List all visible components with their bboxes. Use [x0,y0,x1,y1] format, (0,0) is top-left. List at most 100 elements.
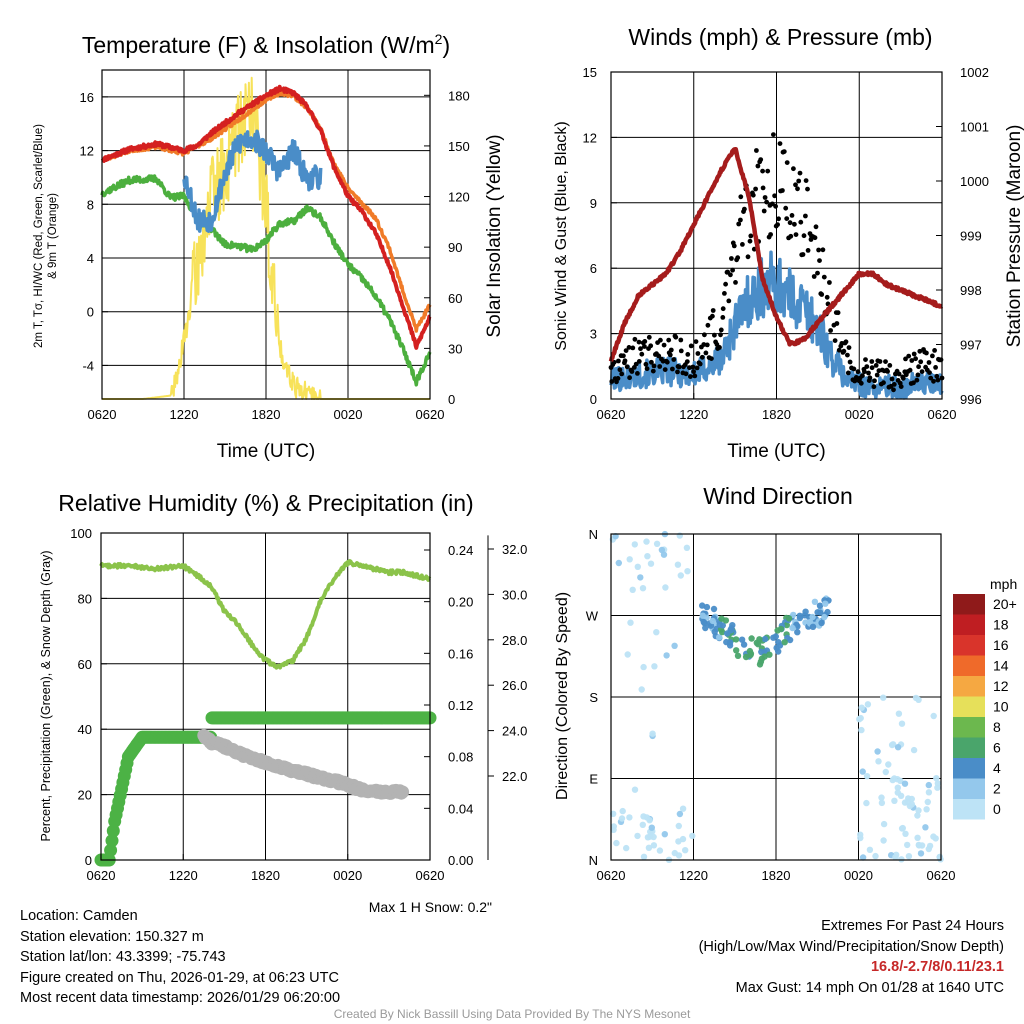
direction-point [775,648,782,655]
gust-point [722,291,727,296]
direction-point [807,618,814,626]
direction-point [880,820,888,828]
direction-point [699,612,706,619]
gust-point [924,350,929,356]
direction-point [857,831,864,838]
direction-point [661,831,668,838]
gust-point [931,378,936,384]
direction-point [702,624,709,632]
direction-point [675,838,682,845]
legend-swatch [953,717,985,738]
direction-point [650,842,658,849]
series-2m-t [100,84,432,350]
gust-point [730,267,735,273]
gust-point [889,376,895,382]
direction-point [716,621,723,628]
direction-point [915,807,922,814]
direction-point [634,563,641,570]
gust-point [761,208,767,214]
extremes-subtitle: (High/Low/Max Wind/Precipitation/Snow De… [698,938,1004,955]
gust-point [694,365,700,371]
direction-point [777,625,785,633]
direction-point [809,623,817,630]
gust-point [690,364,696,370]
gust-point [710,313,715,319]
gust-point [784,160,790,166]
y-axis-label: Direction (Colored By Speed) [554,592,571,800]
direction-point [653,540,661,547]
legend-swatch [953,737,985,758]
direction-point [859,854,867,861]
gust-point [805,186,810,192]
direction-point [858,726,865,734]
direction-point [880,694,887,701]
direction-point [629,586,636,593]
gust-point [768,232,773,237]
gust-point [623,348,629,353]
direction-point [662,584,669,591]
direction-point [888,741,896,749]
y3-tick-label: 24.0 [502,724,527,739]
direction-point [924,798,931,806]
extremes-title: Extremes For Past 24 Hours [821,918,1004,934]
gust-point [891,382,897,387]
chart-title: Winds (mph) & Pressure (mb) [628,24,932,50]
gust-point [760,185,766,191]
gust-point [720,315,726,320]
direction-point [796,614,804,622]
gust-point [726,298,732,304]
gust-point [615,376,621,381]
x-tick-label: 1220 [679,407,708,422]
y-tick-label: 12 [80,144,94,159]
series-gust [608,132,945,393]
gust-point [742,206,747,212]
direction-point [754,641,762,648]
x-tick-label: 1820 [762,407,791,422]
x-tick-label: 0620 [87,868,116,883]
direction-point [645,844,653,851]
y3-tick-label: 28.0 [502,633,527,648]
legend-swatch [953,655,985,676]
gust-point [872,378,877,384]
direction-point [724,630,731,637]
gust-point [934,373,940,379]
direction-point [926,842,934,850]
direction-point [866,846,874,853]
direction-point [740,641,748,648]
y2-tick-label: 60 [448,291,462,306]
legend-swatch [953,594,985,615]
gust-point [642,344,647,349]
gust-point [871,384,877,390]
direction-point [915,842,923,849]
direction-point [790,611,797,619]
direction-point [710,605,718,613]
gust-point [762,195,768,200]
gust-point [776,216,781,222]
gust-point [811,274,817,279]
y2-tick-label: 180 [448,88,470,103]
y-tick-label: N [589,527,598,542]
y-tick-label: 40 [78,722,92,737]
direction-point [648,824,655,831]
direction-point [637,574,644,581]
x-tick-label: 1820 [251,868,280,883]
legend-label: 2 [993,781,1001,797]
gust-point [836,347,842,353]
gust-point [841,348,847,354]
gust-point [877,359,883,364]
gust-point [800,252,806,257]
gust-point [864,364,870,369]
gust-point [855,369,861,375]
direction-point [814,609,821,616]
direction-point [647,560,655,567]
legend-label: 8 [993,719,1001,735]
gust-point [617,367,623,373]
direction-point [723,638,730,646]
gust-point [693,339,699,344]
legend-swatch [953,778,985,799]
gust-point [688,374,693,379]
gust-point [832,338,838,343]
gust-point [819,292,825,297]
gust-point [863,357,868,362]
y2-tick-label: 998 [960,283,982,298]
